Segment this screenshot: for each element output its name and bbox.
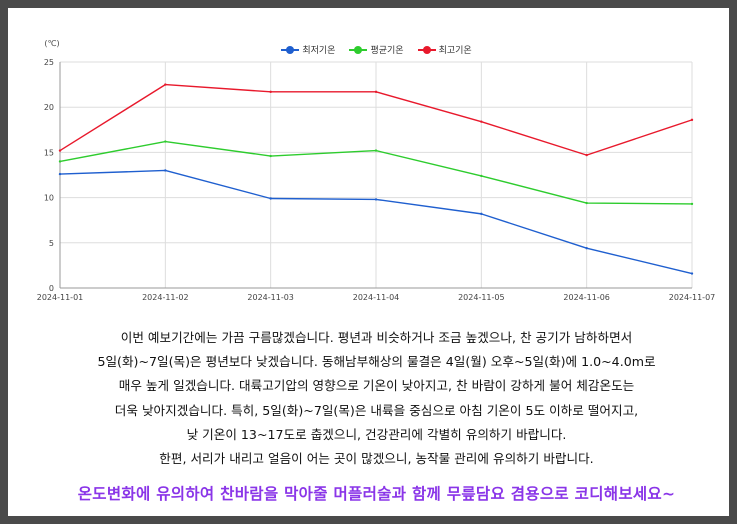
legend-swatch-max [417, 45, 436, 55]
x-tick-label: 2024-11-07 [669, 293, 716, 302]
styling-tagline: 온도변화에 유의하여 찬바람을 막아줄 머플러술과 함께 무릎담요 겸용으로 코… [77, 485, 676, 503]
data-point [480, 174, 483, 178]
forecast-text: 이번 예보기간에는 가끔 구름많겠습니다. 평년과 비슷하거나 조금 높겠으나,… [24, 326, 729, 471]
legend-dot-max [422, 45, 431, 54]
data-point [58, 160, 62, 163]
forecast-line: 이번 예보기간에는 가끔 구름많겠습니다. 평년과 비슷하거나 조금 높겠으나,… [120, 330, 633, 345]
data-point [164, 169, 167, 172]
data-point [374, 90, 378, 94]
legend-label-max: 최고기온 [438, 46, 472, 56]
temperature-line-chart: 0 5 10 15 20 25 2024-11-01 2024-11-02 2024-11-03… [37, 39, 716, 302]
data-point [585, 201, 588, 205]
chart-legend: 최저기온 평균기온 최고기온 [8, 43, 737, 56]
data-point [164, 140, 167, 143]
data-point [374, 198, 378, 201]
data-point [269, 197, 272, 200]
data-point [58, 149, 62, 152]
data-point [585, 247, 588, 250]
legend-item-min[interactable]: 최저기온 [281, 43, 335, 56]
legend-label-min: 최저기온 [302, 46, 336, 56]
y-tick-label: 0 [49, 284, 54, 293]
forecast-line: 한편, 서리가 내리고 얼음이 어는 곳이 많겠으니, 농작물 관리에 유의하기… [159, 451, 594, 467]
legend-dot-avg [354, 45, 363, 54]
data-point [480, 212, 483, 216]
legend-label-avg: 평균기온 [370, 46, 404, 56]
x-tick-label: 2024-11-06 [563, 293, 610, 302]
x-tick-label: 2024-11-04 [353, 293, 400, 302]
forecast-line: 5일(화)~7일(목)은 평년보다 낮겠습니다. 동해남부해상의 물결은 4일(… [97, 354, 656, 370]
data-point [690, 272, 694, 275]
x-tick-label: 2024-11-01 [37, 293, 84, 302]
y-tick-label: 5 [49, 239, 54, 248]
legend-swatch-min [281, 45, 300, 55]
data-point [164, 83, 167, 86]
x-tick-label: 2024-11-02 [142, 293, 189, 302]
data-point [480, 120, 483, 123]
x-tick-label: 2024-11-05 [458, 293, 505, 302]
legend-swatch-avg [349, 45, 368, 55]
y-tick-label: 25 [44, 58, 54, 67]
y-tick-label: 10 [44, 194, 54, 203]
y-tick-label: 15 [44, 148, 54, 157]
data-point [690, 118, 694, 122]
legend-dot-min [286, 45, 295, 54]
data-point [58, 172, 62, 176]
y-tick-label: 20 [44, 103, 54, 112]
data-point [374, 149, 378, 152]
data-point [269, 154, 272, 158]
forecast-line: 더욱 낮아지겠습니다. 특히, 5일(화)~7일(목)은 내륙을 중심으로 아침… [114, 402, 639, 418]
forecast-line: 매우 높게 일겠습니다. 대륙고기압의 영향으로 기온이 낮아지고, 찬 바람이… [118, 378, 635, 394]
data-point [690, 202, 694, 206]
y-unit-label: (℃) [44, 39, 59, 48]
data-point [269, 90, 272, 94]
legend-item-avg[interactable]: 평균기온 [349, 43, 404, 56]
legend-item-max[interactable]: 최고기온 [417, 43, 472, 56]
forecast-line: 낮 기온이 13~17도로 춥겠으니, 건강관리에 각별히 유의하기 바랍니다. [186, 426, 567, 442]
x-tick-label: 2024-11-03 [247, 293, 294, 302]
data-point [585, 153, 588, 157]
